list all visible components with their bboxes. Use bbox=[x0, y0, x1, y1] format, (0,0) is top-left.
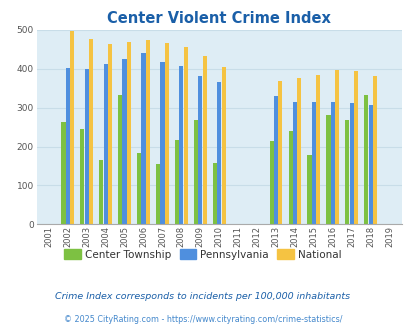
Bar bbox=[70, 31, 74, 224]
Text: Crime Index corresponds to incidents per 100,000 inhabitants: Crime Index corresponds to incidents per… bbox=[55, 292, 350, 301]
Title: Center Violent Crime Index: Center Violent Crime Index bbox=[107, 11, 330, 26]
Bar bbox=[160, 62, 164, 224]
Text: © 2025 CityRating.com - https://www.cityrating.com/crime-statistics/: © 2025 CityRating.com - https://www.city… bbox=[64, 315, 341, 324]
Bar bbox=[307, 155, 311, 224]
Bar bbox=[330, 102, 334, 224]
Bar bbox=[80, 129, 84, 224]
Bar bbox=[277, 81, 282, 224]
Bar bbox=[269, 141, 273, 224]
Bar bbox=[118, 95, 122, 224]
Bar bbox=[89, 39, 93, 224]
Bar bbox=[353, 71, 357, 224]
Bar bbox=[164, 43, 168, 224]
Bar bbox=[345, 120, 349, 224]
Bar bbox=[84, 69, 89, 224]
Bar bbox=[292, 102, 296, 224]
Bar bbox=[175, 140, 179, 224]
Bar bbox=[156, 164, 160, 224]
Bar bbox=[198, 77, 202, 224]
Bar bbox=[372, 76, 376, 224]
Bar bbox=[145, 40, 149, 224]
Bar bbox=[66, 68, 70, 224]
Bar bbox=[212, 163, 216, 224]
Bar bbox=[122, 58, 126, 224]
Bar bbox=[288, 131, 292, 224]
Bar bbox=[368, 105, 372, 224]
Bar bbox=[334, 70, 339, 224]
Bar bbox=[273, 96, 277, 224]
Bar bbox=[217, 82, 221, 224]
Bar bbox=[363, 95, 367, 224]
Legend: Center Township, Pennsylvania, National: Center Township, Pennsylvania, National bbox=[60, 245, 345, 264]
Bar bbox=[326, 115, 330, 224]
Bar bbox=[194, 120, 198, 224]
Bar bbox=[202, 56, 206, 224]
Bar bbox=[137, 153, 141, 224]
Bar bbox=[103, 64, 107, 224]
Bar bbox=[179, 66, 183, 224]
Bar bbox=[315, 75, 320, 224]
Bar bbox=[221, 67, 225, 224]
Bar bbox=[296, 78, 301, 224]
Bar bbox=[99, 160, 103, 224]
Bar bbox=[311, 102, 315, 224]
Bar bbox=[108, 44, 112, 224]
Bar bbox=[126, 42, 131, 224]
Bar bbox=[61, 122, 65, 224]
Bar bbox=[141, 53, 145, 224]
Bar bbox=[183, 47, 188, 224]
Bar bbox=[349, 103, 353, 224]
